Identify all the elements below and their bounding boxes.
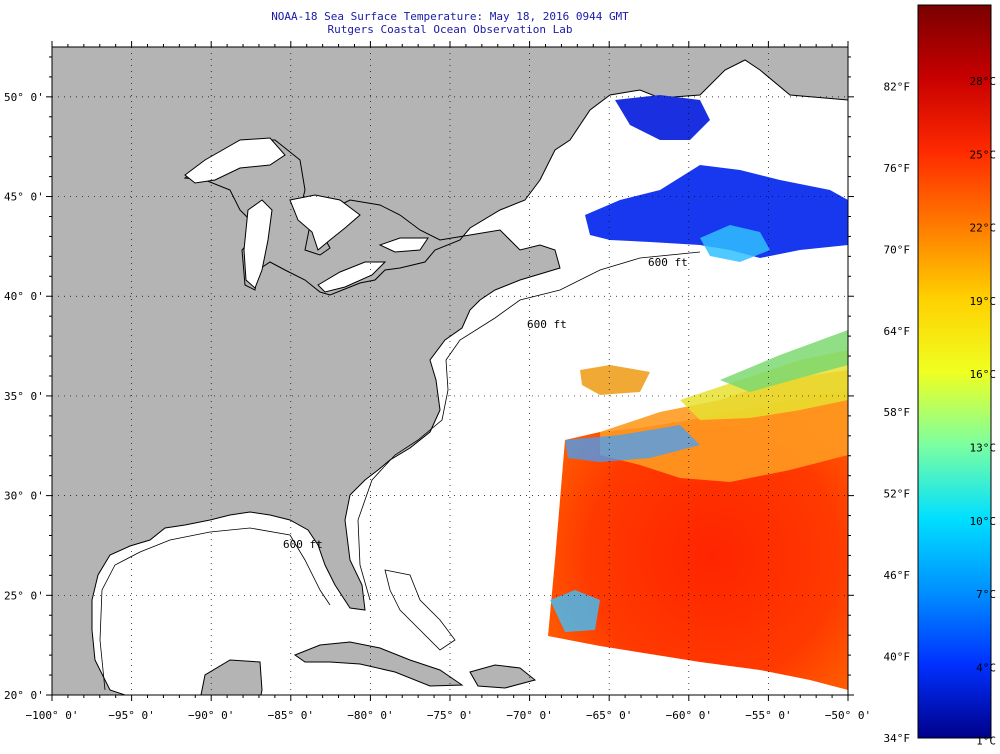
lon-label: −65° 0' bbox=[586, 709, 632, 722]
colorbar-label-celsius: 13°C bbox=[970, 442, 997, 455]
colorbar-label-fahrenheit: 70°F bbox=[884, 243, 911, 256]
sst-cold-northeast bbox=[585, 165, 848, 258]
chart-title: NOAA-18 Sea Surface Temperature: May 18,… bbox=[271, 10, 629, 23]
colorbar-label-celsius: 7°C bbox=[976, 588, 996, 601]
colorbar bbox=[917, 4, 992, 739]
lon-label: −75° 0' bbox=[427, 709, 473, 722]
colorbar-label-celsius: 10°C bbox=[970, 515, 997, 528]
lat-lon-grid bbox=[52, 47, 848, 695]
contour-label: 600 ft bbox=[283, 538, 323, 551]
colorbar-label-fahrenheit: 52°F bbox=[884, 488, 911, 501]
colorbar-label-celsius: 16°C bbox=[970, 368, 997, 381]
colorbar-label-celsius: 28°C bbox=[970, 75, 997, 88]
sst-small-patch-2 bbox=[550, 590, 600, 632]
lake-erie bbox=[317, 261, 387, 293]
colorbar-label-celsius: 22°C bbox=[970, 222, 997, 235]
depth-contour-gulf bbox=[99, 527, 331, 691]
lake-ontario bbox=[378, 237, 429, 253]
colorbar-label-celsius: 4°C bbox=[976, 661, 996, 674]
contour-label: 600 ft bbox=[648, 256, 688, 269]
sst-cyan-patch bbox=[700, 225, 770, 262]
sst-blue-band bbox=[565, 425, 700, 462]
map-axes: −100° 0' −95° 0' −90° 0' −85° 0' −80° 0' −75°… bbox=[4, 41, 871, 722]
lon-label: −55° 0' bbox=[745, 709, 791, 722]
lon-label: −100° 0' bbox=[26, 709, 79, 722]
colorbar-label-celsius: 25°C bbox=[970, 148, 997, 161]
lat-label: 30° 0' bbox=[4, 490, 44, 503]
colorbar-label-celsius: 19°C bbox=[970, 295, 997, 308]
colorbar-label-fahrenheit: 58°F bbox=[884, 406, 911, 419]
land-cuba bbox=[293, 641, 464, 687]
lon-label: −50° 0' bbox=[825, 709, 871, 722]
colorbar-label-celsius: 1°C bbox=[976, 735, 996, 748]
lon-label: −60° 0' bbox=[666, 709, 712, 722]
lon-label: −70° 0' bbox=[506, 709, 552, 722]
lat-label: 25° 0' bbox=[4, 589, 44, 602]
lon-label: −85° 0' bbox=[268, 709, 314, 722]
sst-cold-gulf-stlawrence bbox=[615, 95, 710, 140]
lon-label: −80° 0' bbox=[347, 709, 393, 722]
lat-label: 20° 0' bbox=[4, 689, 44, 702]
colorbar-label-fahrenheit: 76°F bbox=[884, 162, 911, 175]
land-hispaniola bbox=[469, 664, 537, 689]
contour-label: 600 ft bbox=[527, 318, 567, 331]
lat-label: 35° 0' bbox=[4, 390, 44, 403]
sst-green-band bbox=[720, 330, 848, 392]
colorbar-label-fahrenheit: 64°F bbox=[884, 325, 911, 338]
lake-huron bbox=[289, 194, 361, 251]
sst-small-patch bbox=[580, 365, 650, 395]
colorbar-label-fahrenheit: 34°F bbox=[884, 732, 911, 745]
colorbar-labels: 82°F 76°F 70°F 64°F 58°F 52°F 46°F 40°F 34°F 28°C… bbox=[884, 75, 997, 748]
lon-label: −90° 0' bbox=[188, 709, 234, 722]
chart-subtitle: Rutgers Coastal Ocean Observation Lab bbox=[327, 23, 573, 36]
colorbar-label-fahrenheit: 46°F bbox=[884, 569, 911, 582]
map-area bbox=[52, 47, 848, 695]
bahamas-banks bbox=[384, 569, 456, 651]
lat-label: 45° 0' bbox=[4, 191, 44, 204]
lake-michigan bbox=[243, 199, 273, 289]
colorbar-label-fahrenheit: 40°F bbox=[884, 651, 911, 664]
lat-label: 50° 0' bbox=[4, 91, 44, 104]
depth-contour-atlantic bbox=[357, 251, 701, 601]
lon-label: −95° 0' bbox=[108, 709, 154, 722]
lat-label: 40° 0' bbox=[4, 290, 44, 303]
lake-superior bbox=[184, 137, 286, 184]
colorbar-label-fahrenheit: 82°F bbox=[884, 80, 911, 93]
